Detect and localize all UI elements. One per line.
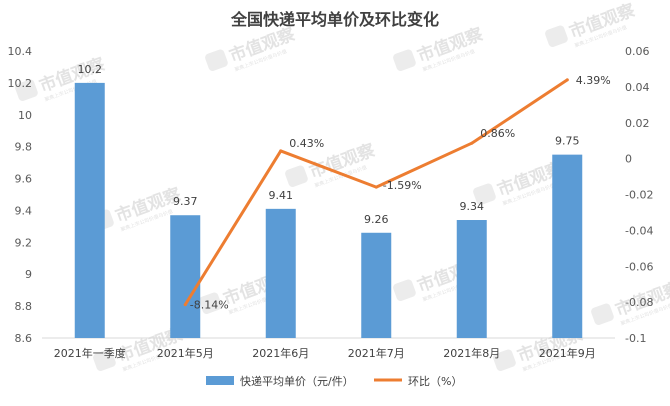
watermark-logo-icon: [545, 25, 568, 47]
bar-data-label: 9.37: [173, 195, 198, 208]
watermark-logo-icon: [591, 303, 614, 325]
legend: 快递平均单价（元/件） 环比（%）: [206, 374, 462, 388]
bar-data-label: 9.34: [460, 200, 485, 213]
y-left-tick-label: 8.8: [15, 300, 33, 313]
y-left-tick-label: 8.6: [15, 332, 33, 345]
y-right-tick-label: -0.1: [625, 332, 646, 345]
x-tick-label: 2021年一季度: [54, 346, 126, 360]
watermark-logo-icon: [393, 279, 416, 301]
bar: [265, 208, 296, 338]
watermark-logo-icon: [15, 79, 38, 101]
watermark-logo-icon: [285, 165, 308, 187]
axes: 8.6 8.8 9 9.2 9.4 9.6 9.8 10 10.2 10.4 -0.1 -0.08 -0…: [8, 45, 654, 360]
x-tick-label: 2021年8月: [443, 346, 500, 360]
y-right-tick-label: 0.06: [625, 45, 650, 58]
watermark-logo-icon: [473, 183, 496, 205]
legend-line-label: 环比（%）: [408, 375, 462, 388]
y-left-tick-label: 9.6: [15, 173, 33, 186]
bar: [552, 154, 583, 338]
watermark-logo-icon: [93, 349, 116, 371]
line-data-label: 4.39%: [576, 74, 611, 87]
watermark-logo-icon: [393, 49, 416, 71]
x-tick-label: 2021年7月: [348, 346, 405, 360]
y-left-tick-label: 9: [25, 268, 32, 281]
y-left-tick-label: 10: [18, 109, 32, 122]
line-data-label: 0.86%: [480, 127, 515, 140]
y-left-tick-label: 10.2: [8, 77, 33, 90]
y-right-tick-label: -0.02: [625, 189, 653, 202]
bar: [456, 220, 487, 338]
chart-title: 全国快递平均单价及环比变化: [230, 10, 439, 29]
line-point: [470, 141, 474, 145]
bar: [74, 82, 105, 338]
line-data-label: -8.14%: [190, 299, 229, 312]
x-tick-label: 2021年9月: [539, 346, 596, 360]
bar: [361, 232, 392, 338]
line-data-label: -1.59%: [383, 179, 422, 192]
watermark-logo-icon: [199, 292, 222, 314]
watermark-logo-icon: [205, 49, 228, 71]
bar-data-label: 9.75: [555, 135, 580, 148]
y-right-tick-label: 0: [625, 153, 632, 166]
line-point: [279, 149, 283, 153]
x-tick-label: 2021年6月: [252, 346, 309, 360]
y-left-tick-label: 9.8: [15, 141, 33, 154]
x-tick-label: 2021年5月: [157, 346, 214, 360]
bar: [170, 215, 201, 338]
y-left-tick-label: 9.2: [15, 236, 33, 249]
legend-bar-label: 快递平均单价（元/件）: [240, 374, 354, 388]
bar-series: 10.2 9.37 9.41 9.26 9.34 9.75: [74, 63, 583, 338]
y-right-tick-label: 0.04: [625, 81, 650, 94]
line-data-label: 0.43%: [289, 137, 324, 150]
line-series: -8.14% 0.43% -1.59% 0.86% 4.39%: [183, 74, 611, 312]
line-point: [565, 78, 569, 82]
bar-data-label: 9.41: [269, 189, 294, 202]
legend-bar-swatch: [206, 376, 234, 385]
line-point: [374, 185, 378, 189]
line-point: [183, 303, 187, 307]
y-right-tick-label: -0.08: [625, 296, 653, 309]
bar-data-label: 10.2: [78, 63, 103, 76]
watermark-logo-icon: [493, 349, 516, 371]
y-right-tick-label: 0.02: [625, 117, 650, 130]
y-right-tick-label: -0.06: [625, 260, 653, 273]
bar-data-label: 9.26: [364, 213, 389, 226]
y-right-tick-label: -0.04: [625, 224, 653, 237]
y-left-tick-label: 9.4: [15, 204, 33, 217]
y-left-tick-label: 10.4: [8, 45, 33, 58]
